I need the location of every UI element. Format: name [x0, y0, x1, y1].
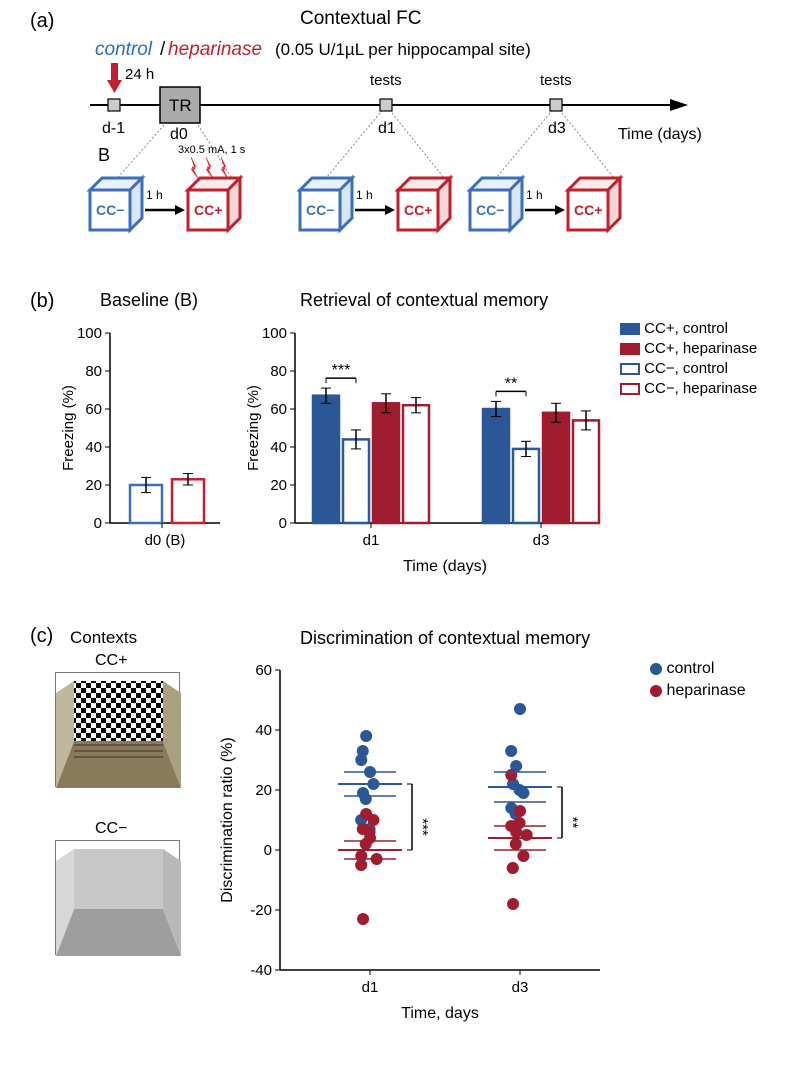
onehour-d0: 1 h — [146, 188, 163, 202]
d0-label: d0 — [170, 126, 188, 143]
svg-text:1 h: 1 h — [526, 188, 543, 202]
svg-text:Discrimination ratio (%): Discrimination ratio (%) — [219, 737, 236, 902]
svg-text:Time (days): Time (days) — [403, 558, 487, 575]
svg-text:**: ** — [564, 817, 581, 829]
contexts-title: Contexts — [70, 628, 137, 648]
d-minus1: d-1 — [102, 120, 125, 137]
panel-c-label: (c) — [30, 625, 53, 648]
control-text: control — [95, 39, 153, 60]
svg-text:40: 40 — [255, 722, 272, 739]
svg-text:-20: -20 — [250, 902, 272, 919]
svg-text:Time, days: Time, days — [401, 1005, 479, 1022]
panel-a-label: (a) — [30, 10, 54, 33]
ccplus-photo-label: CC+ — [95, 652, 127, 670]
svg-text:CC−: CC− — [306, 202, 334, 218]
svg-text:CC−: CC− — [476, 202, 504, 218]
cube-ccminus-d0: CC− — [90, 178, 142, 230]
svg-text:100: 100 — [262, 325, 287, 342]
panel-a-title: Contextual FC — [300, 8, 421, 30]
svg-text:d3: d3 — [512, 979, 529, 996]
shock-text: 3x0.5 mA, 1 s — [178, 144, 246, 156]
cube-ccplus-d1: CC+ — [398, 178, 450, 230]
svg-text:1 h: 1 h — [356, 188, 373, 202]
svg-text:20: 20 — [255, 782, 272, 799]
svg-text:80: 80 — [85, 363, 102, 380]
svg-text:**: ** — [505, 375, 517, 392]
svg-text:0: 0 — [94, 515, 102, 532]
time-days: Time (days) — [618, 126, 702, 143]
svg-text:60: 60 — [270, 401, 287, 418]
svg-text:Freezing (%): Freezing (%) — [245, 385, 262, 471]
injection-arrow-icon — [107, 63, 122, 93]
svg-text:100: 100 — [77, 325, 102, 342]
TR-label: TR — [169, 96, 192, 115]
svg-text:CC+: CC+ — [194, 202, 222, 218]
svg-text:20: 20 — [270, 477, 287, 494]
panel-b-legend: CC+, control CC+, heparinase CC−, contro… — [620, 320, 757, 397]
svg-text:CC−: CC− — [96, 202, 124, 218]
svg-text:-40: -40 — [250, 962, 272, 979]
panel-c-legend: control heparinase — [650, 660, 746, 700]
svg-text:20: 20 — [85, 477, 102, 494]
d1-label: d1 — [378, 120, 396, 137]
retrieval-chart: 020406080100Freezing (%)*****d1d3Time (d… — [240, 318, 620, 598]
h24-label: 24 h — [125, 66, 154, 83]
svg-text:Freezing (%): Freezing (%) — [60, 385, 77, 471]
tests-d3: tests — [540, 72, 572, 89]
cube-ccminus-d1: CC− — [300, 178, 352, 230]
tests-d1: tests — [370, 72, 402, 89]
cube-ccminus-d3: CC− — [470, 178, 522, 230]
retrieval-title: Retrieval of contextual memory — [300, 290, 548, 311]
svg-text:d3: d3 — [533, 532, 550, 549]
panel-b-label: (b) — [30, 290, 54, 313]
svg-text:d1: d1 — [362, 979, 379, 996]
baseline-chart: 0 20 40 60 80 100 Freezing (%) d0 (B) — [55, 318, 235, 578]
dose-text: (0.05 U/1µL per hippocampal site) — [275, 40, 531, 59]
svg-text:0: 0 — [279, 515, 287, 532]
svg-text:40: 40 — [85, 439, 102, 456]
svg-text:/: / — [160, 39, 166, 60]
cube-ccplus-d0: CC+ — [188, 178, 240, 230]
panel-a-svg: control / heparinase (0.05 U/1µL per hip… — [60, 35, 760, 270]
discrimination-chart: -40 -20 0 20 40 60 Discrimination ratio (%) d1 d… — [210, 655, 640, 1035]
discrimination-title: Discrimination of contextual memory — [300, 628, 590, 649]
cube-ccplus-d3: CC+ — [568, 178, 620, 230]
svg-text:CC+: CC+ — [404, 202, 432, 218]
ccminus-photo — [55, 840, 180, 955]
ccminus-photo-label: CC− — [95, 820, 127, 838]
arrowhead-icon — [670, 99, 688, 111]
baseline-title: Baseline (B) — [100, 290, 198, 311]
svg-text:***: *** — [332, 362, 351, 379]
svg-text:40: 40 — [270, 439, 287, 456]
svg-text:d1: d1 — [363, 532, 380, 549]
svg-text:80: 80 — [270, 363, 287, 380]
svg-text:60: 60 — [85, 401, 102, 418]
ccplus-photo — [55, 672, 180, 787]
svg-text:***: *** — [414, 818, 431, 836]
svg-text:60: 60 — [255, 662, 272, 679]
svg-text:0: 0 — [264, 842, 272, 859]
svg-text:CC+: CC+ — [574, 202, 602, 218]
B-label: B — [98, 145, 110, 165]
d3-label: d3 — [548, 120, 566, 137]
heparinase-text: heparinase — [168, 39, 262, 60]
svg-text:d0 (B): d0 (B) — [145, 532, 186, 549]
